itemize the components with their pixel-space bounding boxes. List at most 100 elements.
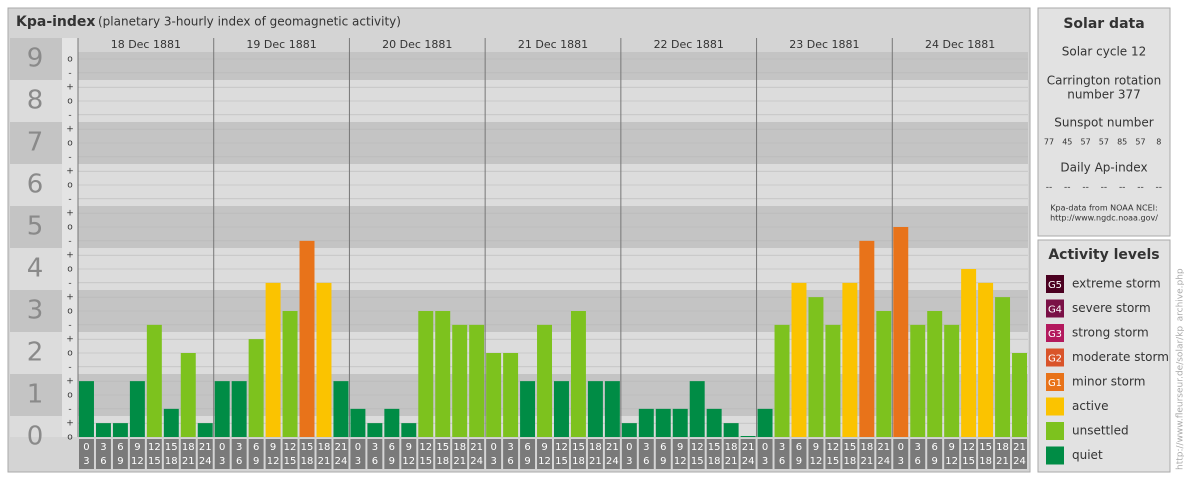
hour-label: 6: [643, 456, 649, 467]
hour-label: 12: [810, 456, 823, 467]
sunspot-title: Sunspot number: [1054, 116, 1153, 130]
hour-label: 21: [335, 442, 348, 453]
hour-label: 15: [419, 456, 432, 467]
ap-value: --: [1064, 183, 1071, 193]
bar: [707, 409, 722, 437]
hour-label: 6: [796, 442, 802, 453]
hour-label: 3: [490, 456, 496, 467]
hour-label: 3: [372, 442, 378, 453]
hour-label: 12: [131, 456, 144, 467]
hour-label: 9: [270, 442, 276, 453]
bar: [333, 381, 348, 437]
y-tick-label: 1: [27, 380, 44, 410]
sunspot-number: 77: [1044, 138, 1054, 147]
hour-label: 9: [948, 442, 954, 453]
minor-tick-label: -: [68, 236, 71, 246]
bar: [588, 381, 603, 437]
hour-label: 18: [996, 442, 1009, 453]
sunspot-number: 57: [1135, 138, 1145, 147]
hour-label: 9: [406, 442, 412, 453]
minor-tick-label: o: [67, 139, 73, 149]
hour-label: 18: [301, 456, 314, 467]
bar: [859, 241, 874, 437]
minor-tick-label: -: [68, 152, 71, 162]
hour-label: 15: [284, 456, 297, 467]
bar: [520, 381, 535, 437]
hour-label: 3: [779, 442, 785, 453]
level-label: active: [1072, 399, 1108, 413]
hour-label: 15: [148, 456, 161, 467]
y-tick-label: 2: [27, 338, 44, 368]
hour-label: 0: [219, 442, 225, 453]
level-label: unsettled: [1072, 424, 1129, 438]
bar: [876, 311, 891, 437]
level-swatch: [1046, 422, 1064, 440]
bar: [79, 381, 94, 437]
level-code: G2: [1048, 354, 1062, 365]
hour-label: 24: [742, 456, 755, 467]
minor-tick-label: -: [68, 362, 71, 372]
hour-label: 21: [1013, 442, 1026, 453]
bar: [605, 381, 620, 437]
ap-value: --: [1137, 183, 1144, 193]
source: Kpa-data from NOAA NCEI:: [1050, 204, 1157, 213]
hour-label: 12: [402, 456, 415, 467]
minor-tick-label: o: [67, 391, 73, 401]
minor-tick-label: -: [68, 320, 71, 330]
hour-label: 21: [589, 456, 602, 467]
sunspot-number: 45: [1062, 138, 1072, 147]
hour-label: 24: [199, 456, 212, 467]
minor-tick-label: -: [68, 68, 71, 78]
y-tick-label: 0: [27, 422, 44, 452]
hour-label: 15: [691, 456, 704, 467]
hour-label: 12: [691, 442, 704, 453]
hour-label: 12: [674, 456, 687, 467]
bar: [741, 436, 756, 437]
hour-label: 18: [572, 456, 585, 467]
y-tick-label: 3: [27, 296, 44, 326]
ap-value: --: [1156, 183, 1163, 193]
hour-label: 15: [979, 442, 992, 453]
level-swatch: [1046, 398, 1064, 416]
side-url: http://www.fleurseur.de/solar/kp_archive…: [1176, 268, 1184, 470]
bar: [215, 381, 230, 437]
bar: [571, 311, 586, 437]
hour-label: 24: [470, 456, 483, 467]
bar: [384, 409, 399, 437]
hour-label: 6: [389, 442, 395, 453]
bar: [401, 423, 416, 437]
minor-tick-label: +: [66, 167, 74, 177]
y-tick-label: 7: [27, 128, 44, 158]
sunspot-number: 8: [1156, 138, 1161, 147]
minor-tick-label: +: [66, 419, 74, 429]
hour-label: 18: [589, 442, 602, 453]
hour-label: 18: [165, 456, 178, 467]
hour-label: 18: [453, 442, 466, 453]
date-label: 19 Dec 1881: [246, 38, 316, 51]
hour-label: 3: [915, 442, 921, 453]
hour-label: 15: [555, 456, 568, 467]
hour-label: 6: [236, 456, 242, 467]
bar: [249, 339, 264, 437]
hour-label: 12: [284, 442, 297, 453]
bar: [435, 311, 450, 437]
hour-label: 9: [541, 442, 547, 453]
bar: [452, 325, 467, 437]
bar: [283, 311, 298, 437]
bar: [96, 423, 111, 437]
hour-label: 12: [945, 456, 958, 467]
hour-label: 18: [844, 456, 857, 467]
level-label: strong storm: [1072, 326, 1149, 340]
hour-label: 6: [660, 442, 666, 453]
hour-label: 15: [708, 442, 721, 453]
bar: [961, 269, 976, 437]
hour-label: 0: [355, 442, 361, 453]
ap-value: --: [1082, 183, 1089, 193]
hour-label: 12: [827, 442, 840, 453]
date-label: 21 Dec 1881: [518, 38, 588, 51]
bar: [808, 297, 823, 437]
bar: [1012, 353, 1027, 437]
bar: [825, 325, 840, 437]
date-label: 18 Dec 1881: [111, 38, 181, 51]
hour-label: 6: [932, 442, 938, 453]
